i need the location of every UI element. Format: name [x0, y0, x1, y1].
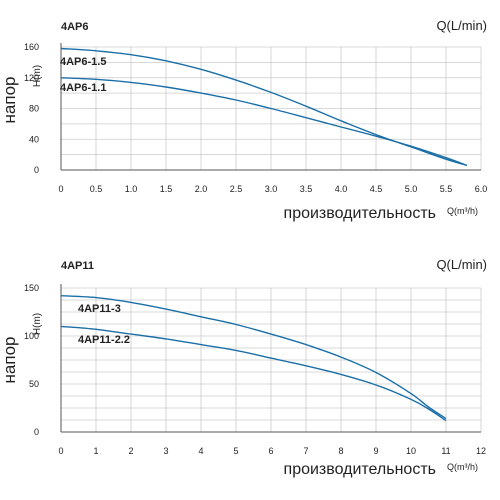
- y-tick-label: 0: [34, 165, 39, 175]
- series-line-4ap6-1.1: [60, 77, 468, 167]
- y-axis-label: напор: [0, 337, 19, 384]
- y-tick-label: 50: [29, 379, 39, 389]
- series-label: 4AP11-3: [78, 303, 121, 315]
- chart-title: 4AP6: [61, 21, 89, 33]
- x-tick-label: 8: [338, 446, 343, 456]
- x-tick-label: 5.0: [405, 184, 418, 194]
- x-tick-label: 6.0: [475, 184, 488, 194]
- x-tick-label: 3.0: [265, 184, 278, 194]
- y-axis-label: напор: [0, 77, 19, 124]
- x-axis-label: производительность: [284, 461, 436, 478]
- x-tick-label: 0: [58, 446, 63, 456]
- x-tick-label: 5.5: [440, 184, 453, 194]
- x-tick-label: 2.5: [230, 184, 243, 194]
- x-tick-label: 1.5: [160, 184, 173, 194]
- x-tick-label: 7: [303, 446, 308, 456]
- x-tick-label: 9: [373, 446, 378, 456]
- y-tick-label: 0: [34, 427, 39, 437]
- chart-title: 4AP11: [61, 260, 94, 272]
- y-tick-label: 100: [24, 331, 39, 341]
- x-axis-unit: Q(m³/h): [447, 206, 478, 216]
- x-tick-label: 11: [441, 446, 450, 456]
- x-tick-label: 4.5: [370, 184, 383, 194]
- series-label: 4AP6-1.5: [60, 56, 106, 68]
- x-tick-label: 1.0: [125, 184, 138, 194]
- x-tick-label: 4: [198, 446, 203, 456]
- series-line-4ap11-2.2: [60, 325, 447, 422]
- x-tick-label: 6: [268, 446, 273, 456]
- y-axis-unit: H(m): [32, 65, 43, 87]
- y-tick-label: 150: [24, 283, 39, 293]
- series-label: 4AP11-2.2: [78, 334, 130, 346]
- y-tick-label: 120: [24, 73, 39, 83]
- series-line-4ap11-3: [60, 295, 447, 420]
- x-tick-label: 3.5: [300, 184, 313, 194]
- x-tick-label: 12: [476, 446, 486, 456]
- x-tick-label: 2.0: [195, 184, 208, 194]
- x-tick-label: 5: [233, 446, 238, 456]
- series-label: 4AP6-1.1: [60, 82, 106, 94]
- x-tick-label: 10: [406, 446, 416, 456]
- x-tick-label: 0.5: [90, 184, 103, 194]
- x-axis-unit: Q(m³/h): [447, 462, 478, 472]
- chart-4ap6: 0 0.5 1.0 1.5 2.0 2.5 3.0 3.5 4.0 4.5 5.0 5.5 6.0 0 40…: [0, 18, 487, 222]
- unit-label: Q(L/min): [436, 257, 487, 272]
- y-tick-label: 160: [24, 42, 39, 52]
- y-tick-label: 40: [29, 134, 39, 144]
- unit-label: Q(L/min): [436, 18, 487, 33]
- x-axis-label: производительность: [284, 205, 436, 222]
- x-tick-label: 1: [93, 446, 98, 456]
- x-tick-label: 0: [58, 184, 63, 194]
- x-tick-label: 2: [128, 446, 133, 456]
- x-tick-label: 4.0: [335, 184, 348, 194]
- x-tick-label: 3: [163, 446, 168, 456]
- y-tick-label: 80: [29, 104, 39, 114]
- y-axis-unit: H(m): [32, 313, 43, 335]
